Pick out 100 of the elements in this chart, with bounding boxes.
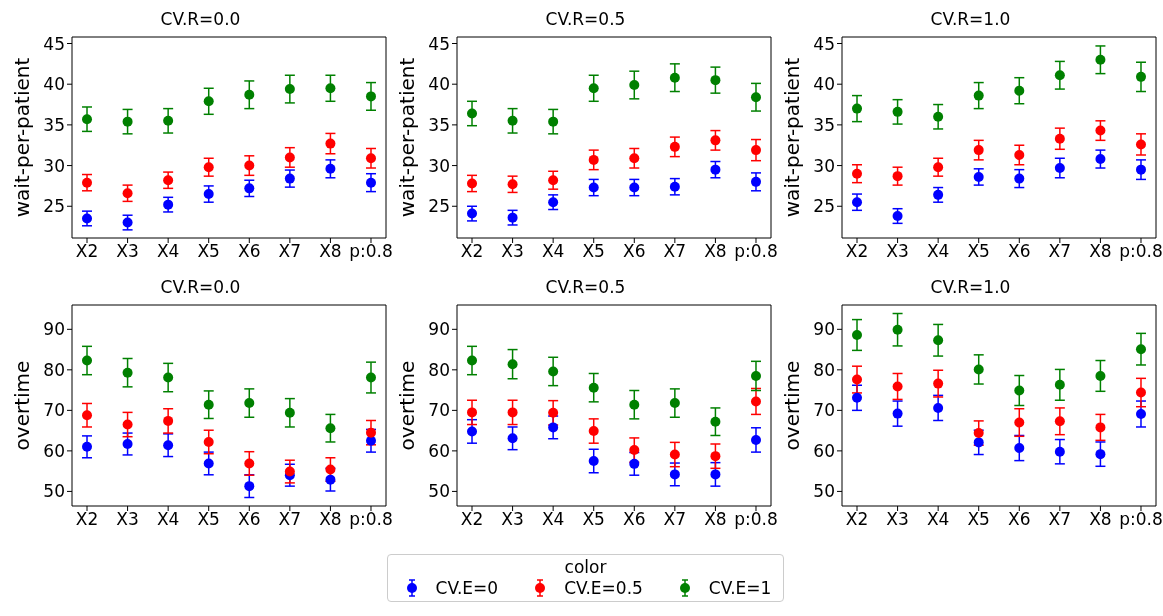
point — [669, 72, 680, 83]
point — [750, 370, 761, 381]
x-tick-label: X3 — [886, 509, 909, 530]
point — [122, 116, 133, 127]
x-tick-label: X5 — [582, 509, 605, 530]
point — [892, 171, 903, 182]
y-tick-label: 50 — [43, 481, 65, 502]
point — [973, 428, 984, 439]
point — [284, 173, 295, 184]
point — [1054, 446, 1065, 457]
legend-label: CV.E=0.5 — [564, 578, 643, 598]
x-tick-label: X6 — [1008, 509, 1031, 530]
y-tick-label: 25 — [428, 196, 450, 217]
point — [973, 364, 984, 375]
point — [548, 366, 559, 377]
point — [933, 335, 944, 346]
x-tick-label: X4 — [926, 241, 950, 262]
point — [710, 469, 721, 480]
x-tick-label: X4 — [541, 509, 565, 530]
point — [629, 445, 640, 456]
y-tick-label: 50 — [813, 481, 835, 502]
x-tick-label: X8 — [704, 241, 727, 262]
point — [852, 329, 863, 340]
x-tick-label: X3 — [501, 241, 524, 262]
point — [284, 466, 295, 477]
point — [365, 177, 376, 188]
point — [203, 189, 214, 200]
point — [467, 426, 478, 437]
point — [1054, 379, 1065, 390]
y-tick-label: 70 — [43, 400, 65, 421]
y-tick-label: 35 — [43, 114, 65, 135]
point — [1014, 443, 1025, 454]
point — [163, 372, 174, 383]
point — [163, 175, 174, 186]
point — [325, 464, 336, 475]
point — [82, 410, 93, 421]
point — [203, 162, 214, 173]
y-tick-label: 40 — [813, 74, 835, 95]
x-tick-label: p:0.8 — [734, 241, 778, 262]
x-tick-label: X3 — [116, 509, 139, 530]
point — [588, 154, 599, 165]
x-tick-label: X5 — [197, 241, 220, 262]
point — [710, 451, 721, 462]
x-tick-label: X8 — [704, 509, 727, 530]
chart-title: CV.R=0.5 — [544, 276, 627, 298]
point — [507, 359, 518, 370]
point — [82, 177, 93, 188]
y-tick-label: 90 — [428, 319, 450, 340]
point — [203, 436, 214, 447]
point — [1135, 164, 1146, 175]
y-tick-label: 30 — [813, 155, 835, 176]
point — [1054, 70, 1065, 81]
y-tick-label: 30 — [43, 155, 65, 176]
y-axis-title: wait-per-patient — [10, 57, 35, 218]
point — [325, 138, 336, 149]
point — [852, 103, 863, 114]
y-tick-label: 25 — [813, 196, 835, 217]
point — [629, 458, 640, 469]
point — [629, 399, 640, 410]
point — [892, 324, 903, 335]
y-axis-title: wait-per-patient — [395, 57, 420, 218]
point — [1054, 133, 1065, 144]
x-tick-label: X3 — [116, 241, 139, 262]
point — [467, 407, 478, 418]
point — [467, 178, 478, 189]
chart-title: CV.R=0.0 — [159, 8, 242, 30]
point — [82, 441, 93, 452]
x-tick-label: p:0.8 — [349, 509, 393, 530]
point — [588, 182, 599, 193]
point — [284, 407, 295, 418]
point — [588, 382, 599, 393]
point — [1054, 416, 1065, 427]
chart-title: CV.R=1.0 — [929, 276, 1012, 298]
x-tick-label: X7 — [278, 509, 302, 530]
y-tick-label: 35 — [428, 114, 450, 135]
y-tick-label: 25 — [43, 196, 65, 217]
point — [588, 426, 599, 437]
point — [852, 374, 863, 385]
y-tick-label: 40 — [43, 74, 65, 95]
x-tick-label: X7 — [1048, 241, 1072, 262]
x-tick-label: X8 — [1089, 509, 1112, 530]
point — [244, 89, 255, 100]
point — [1135, 139, 1146, 150]
point — [1135, 387, 1146, 398]
point — [852, 392, 863, 403]
point — [82, 114, 93, 125]
point — [244, 183, 255, 194]
x-tick-label: X2 — [845, 241, 869, 262]
point — [852, 168, 863, 179]
point — [1095, 449, 1106, 460]
x-tick-label: X2 — [75, 509, 99, 530]
x-tick-label: X8 — [1089, 241, 1112, 262]
x-tick-label: X5 — [967, 241, 990, 262]
point — [548, 175, 559, 186]
y-tick-label: 60 — [813, 440, 835, 461]
x-tick-label: X6 — [238, 241, 261, 262]
point — [933, 402, 944, 413]
y-axis-title: overtime — [395, 360, 420, 451]
point — [750, 396, 761, 407]
legend-label: CV.E=0 — [435, 578, 499, 598]
